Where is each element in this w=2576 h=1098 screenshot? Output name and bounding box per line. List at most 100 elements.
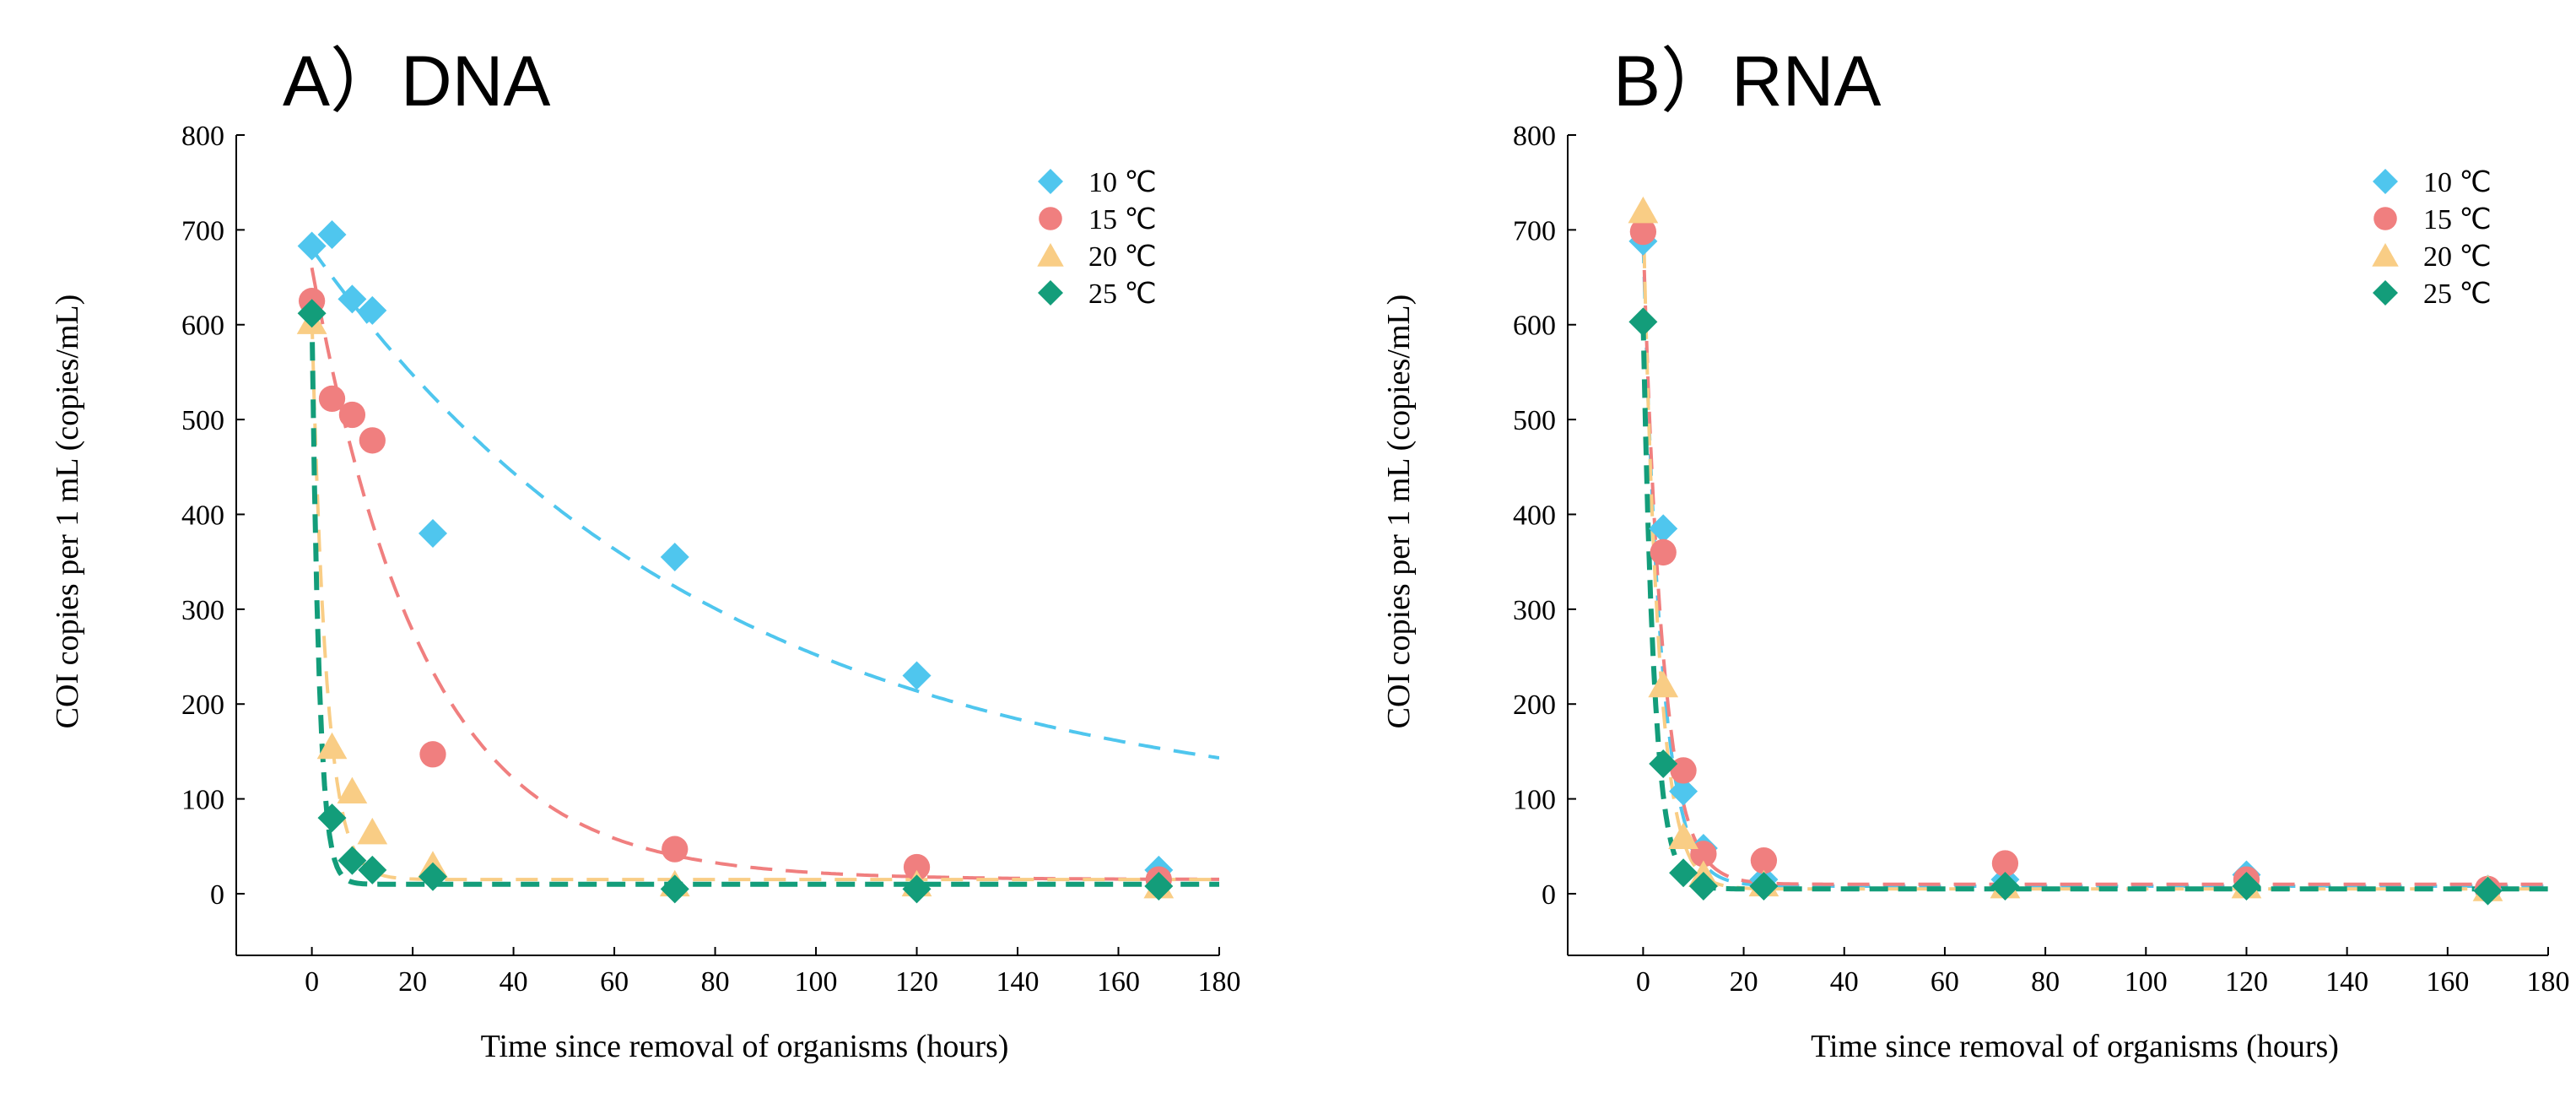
data-point [419,741,446,768]
legend-label: 20 ℃ [2423,241,2492,273]
panel-a-dna-chart: A）DNA 0 100 200 300 400 500 600 700 800 0 20 40 60 80 1… [50,41,1241,1064]
data-point [2473,876,2503,906]
series-20c [1628,196,2503,901]
x-tick-label: 160 [1097,966,1140,998]
x-tick-label: 120 [2225,966,2268,998]
x-tick-label: 60 [1931,966,1959,998]
data-point [1668,822,1698,849]
data-point [338,284,367,314]
y-tick-label: 500 [181,405,224,436]
series-15c [1629,218,2502,902]
y-tick-label: 0 [1542,879,1556,911]
legend: 10 ℃ 15 ℃ 20 ℃ 25 ℃ [2372,167,2492,310]
panel-b-rna-chart: B）RNA 0 100 200 300 400 500 600 700 800 0 20 40 60 80 1… [1381,41,2570,1064]
y-tick-label: 800 [1513,121,1556,152]
x-tick-label: 0 [305,966,319,998]
data-point [1649,749,1678,779]
x-tick-label: 80 [701,966,730,998]
y-tick-label: 100 [1513,785,1556,816]
data-point [1991,850,2019,877]
data-point [1669,858,1698,888]
x-tick-label: 60 [600,966,629,998]
legend-label: 10 ℃ [2423,167,2492,198]
x-tick-label: 180 [2527,966,2570,998]
data-point [1628,307,1658,337]
data-point [1144,871,1174,901]
data-point [358,855,387,884]
legend-marker [1038,280,1063,306]
data-point [1628,196,1659,224]
y-tick-label: 100 [181,785,224,816]
legend-label: 25 ℃ [2423,279,2492,310]
x-tick-label: 140 [996,966,1040,998]
y-tick-label: 300 [1513,595,1556,626]
fit-curve-10c [310,247,1219,760]
data-point [358,295,387,325]
data-point [338,401,366,429]
x-tick-label: 160 [2426,966,2469,998]
series-10c [297,219,1174,884]
data-point [317,219,347,249]
data-point [1749,871,1779,901]
x-tick-label: 140 [2325,966,2368,998]
fit-curve-25c [1640,322,2548,892]
legend: 10 ℃ 15 ℃ 20 ℃ 25 ℃ [1037,167,1157,310]
data-point [1669,776,1698,806]
x-tick-label: 120 [895,966,938,998]
legend-marker [2373,169,2398,194]
data-point [1648,670,1679,698]
y-tick-label: 800 [181,121,224,152]
fit-curve-25c [309,313,1219,887]
y-axis-title: COI copies per 1 mL (copies/mL) [1381,295,1417,729]
fit-curve-10c [1641,241,2548,888]
fit-curve-20c [1641,210,2548,891]
fit-curves [309,247,1219,887]
y-tick-label: 400 [1513,500,1556,531]
data-point [297,231,327,261]
series-10c [1628,226,2503,904]
data-point [1990,871,2020,901]
x-tick-label: 40 [500,966,528,998]
fit-curves [1640,210,2548,892]
x-tick-label: 0 [1636,966,1650,998]
legend-label: 25 ℃ [1088,279,1157,310]
x-tick-label: 180 [1198,966,1241,998]
data-point [359,427,386,454]
series-15c [298,288,1172,893]
data-point [902,874,932,904]
data-point [419,518,447,548]
legend-marker [2373,280,2398,306]
data-point [903,853,931,881]
x-tick-label: 100 [2125,966,2168,998]
data-point [1629,218,1657,246]
x-tick-label: 20 [398,966,427,998]
series-25c [297,299,1174,904]
legend-label: 15 ℃ [1088,204,1157,235]
series-20c [296,307,1175,899]
y-tick-label: 0 [210,879,224,911]
data-point [2232,871,2261,901]
panel-title: A）DNA [283,41,550,121]
legend-label: 10 ℃ [1088,167,1157,198]
y-tick-label: 600 [1513,311,1556,342]
legend-marker [2373,207,2397,230]
data-point [318,385,346,413]
legend-marker [1037,243,1064,267]
y-tick-label: 200 [1513,690,1556,721]
fit-curve-15c [310,267,1219,881]
x-tick-label: 20 [1730,966,1758,998]
y-axis-title: COI copies per 1 mL (copies/mL) [50,295,85,729]
x-tick-label: 80 [2031,966,2060,998]
panel-title: B）RNA [1613,41,1881,121]
data-point [1649,514,1678,544]
data-point [357,817,388,845]
data-point [316,732,348,760]
data-point [317,803,347,833]
legend-label: 15 ℃ [2423,204,2492,235]
data-point [419,862,447,891]
x-axis-title: Time since removal of organisms (hours) [1811,1029,2339,1064]
y-tick-label: 700 [181,215,224,246]
fit-curve-20c [310,316,1219,882]
fit-curve-15c [1641,234,2548,886]
